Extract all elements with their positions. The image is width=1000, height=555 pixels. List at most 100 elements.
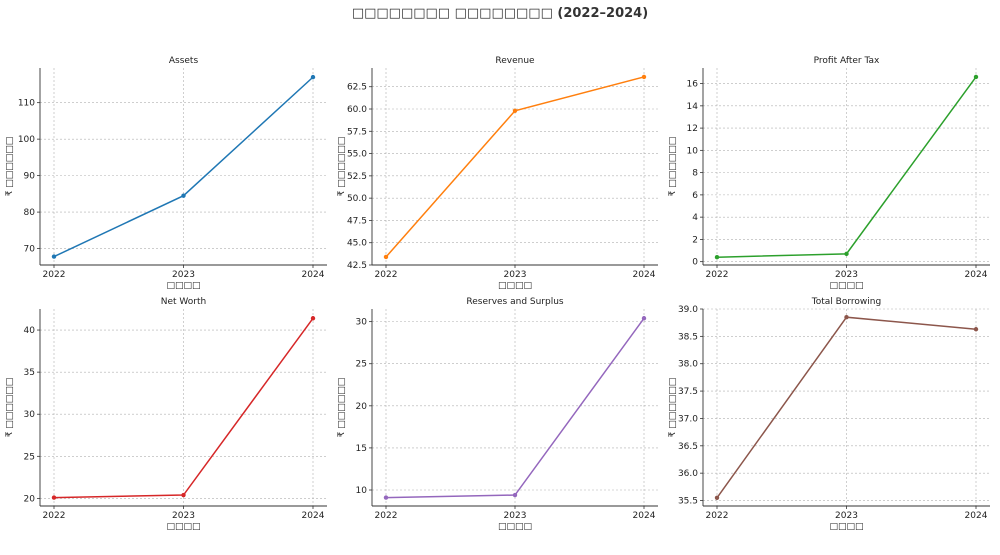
y-tick-label: 55.0 bbox=[347, 150, 367, 160]
x-tick-label: 2024 bbox=[633, 511, 656, 521]
y-tick-label: 16 bbox=[687, 80, 699, 90]
y-tick-label: 42.5 bbox=[347, 261, 367, 271]
y-axis-label: ₹ □□□□□□ bbox=[668, 137, 678, 197]
data-point bbox=[51, 254, 57, 259]
x-tick-label: 2024 bbox=[302, 270, 325, 280]
y-tick-label: 90 bbox=[24, 172, 36, 182]
y-tick-label: 57.5 bbox=[347, 127, 367, 137]
x-tick-label: 2024 bbox=[965, 270, 988, 280]
y-tick-label: 10 bbox=[356, 486, 368, 496]
y-tick-label: 37.5 bbox=[678, 387, 698, 397]
data-point bbox=[714, 255, 720, 260]
data-point bbox=[512, 492, 518, 498]
x-tick-label: 2023 bbox=[172, 270, 195, 280]
y-tick-label: 100 bbox=[18, 135, 35, 145]
chart-panel-4: 20 25 30 35 40 2022 2023 2024 Net Worth □□□□ ₹ □□□… bbox=[5, 297, 327, 532]
chart-title: Net Worth bbox=[161, 297, 206, 307]
y-tick-label: 2 bbox=[692, 235, 698, 245]
y-tick-label: 70 bbox=[24, 245, 36, 255]
y-tick-label: 37.0 bbox=[678, 414, 698, 424]
x-axis-label: □□□□ bbox=[829, 281, 863, 291]
chart-panel-6: 35.5 36.0 36.5 37.0 37.5 38.0 38.5 39.0 2022 2023… bbox=[668, 297, 990, 532]
x-axis-label: □□□□ bbox=[166, 281, 200, 291]
y-tick-label: 40 bbox=[24, 326, 36, 336]
y-axis-label: ₹ □□□□□□ bbox=[5, 378, 15, 438]
y-axis-label: ₹ □□□□□□ bbox=[337, 378, 347, 438]
data-point bbox=[973, 74, 979, 80]
y-tick-label: 36.0 bbox=[678, 469, 698, 479]
x-tick-label: 2023 bbox=[835, 270, 858, 280]
y-tick-label: 38.0 bbox=[678, 360, 698, 370]
y-tick-label: 110 bbox=[18, 99, 35, 109]
y-tick-label: 12 bbox=[687, 124, 698, 134]
x-tick-label: 2024 bbox=[302, 511, 325, 521]
y-tick-label: 6 bbox=[692, 191, 698, 201]
y-tick-label: 38.5 bbox=[678, 332, 698, 342]
data-point bbox=[641, 316, 647, 321]
x-tick-label: 2022 bbox=[706, 270, 729, 280]
y-tick-label: 50.0 bbox=[347, 194, 367, 204]
figure-title: □□□□□□□□ □□□□□□□□ (2022–2024) bbox=[351, 6, 649, 21]
y-axis-label: ₹ □□□□□□ bbox=[5, 137, 15, 197]
data-point bbox=[310, 74, 316, 80]
y-tick-label: 36.5 bbox=[678, 442, 698, 452]
chart-panel-5: 10 15 20 25 30 2022 2023 2024 Reserves and Surpl… bbox=[337, 297, 658, 532]
y-tick-label: 52.5 bbox=[347, 172, 367, 182]
chart-title: Revenue bbox=[495, 56, 535, 66]
x-tick-label: 2023 bbox=[835, 511, 858, 521]
chart-title: Total Borrowing bbox=[811, 297, 881, 307]
data-point bbox=[51, 495, 57, 500]
chart-panel-3: 0 2 4 6 8 10 12 14 16 2022 2023 2024 Profit After Ta… bbox=[668, 56, 990, 291]
y-tick-label: 20 bbox=[24, 494, 36, 504]
y-tick-label: 30 bbox=[24, 410, 36, 420]
data-point bbox=[512, 108, 518, 113]
data-point bbox=[844, 251, 849, 257]
y-tick-label: 30 bbox=[356, 318, 368, 328]
y-tick-label: 25 bbox=[24, 452, 35, 462]
x-axis-label: □□□□ bbox=[166, 522, 200, 532]
y-tick-label: 8 bbox=[692, 169, 698, 179]
y-tick-label: 14 bbox=[687, 102, 699, 112]
y-axis-label: ₹ □□□□□□ bbox=[668, 378, 678, 438]
x-tick-label: 2022 bbox=[43, 270, 66, 280]
data-point bbox=[383, 254, 389, 260]
x-tick-label: 2023 bbox=[504, 270, 527, 280]
y-tick-label: 0 bbox=[692, 258, 698, 268]
y-tick-label: 62.5 bbox=[347, 83, 367, 93]
x-tick-label: 2022 bbox=[375, 270, 398, 280]
data-point bbox=[844, 315, 849, 320]
y-axis-label: ₹ □□□□□□ bbox=[337, 137, 347, 197]
y-tick-label: 25 bbox=[356, 360, 367, 370]
x-tick-label: 2022 bbox=[43, 511, 66, 521]
data-point bbox=[181, 193, 186, 198]
x-tick-label: 2023 bbox=[504, 511, 527, 521]
y-tick-label: 80 bbox=[24, 208, 36, 218]
chart-title: Profit After Tax bbox=[814, 56, 880, 66]
chart-panel-2: 42.5 45.0 47.5 50.0 52.5 55.0 57.5 60.0 62.5 2022… bbox=[337, 56, 658, 291]
x-axis-label: □□□□ bbox=[829, 522, 863, 532]
data-point bbox=[714, 495, 720, 500]
data-point bbox=[383, 495, 389, 500]
y-tick-label: 39.0 bbox=[678, 305, 698, 315]
x-tick-label: 2022 bbox=[706, 511, 729, 521]
x-axis-label: □□□□ bbox=[498, 281, 532, 291]
y-tick-label: 47.5 bbox=[347, 216, 367, 226]
x-axis-label: □□□□ bbox=[498, 522, 532, 532]
data-point bbox=[181, 492, 186, 498]
y-tick-label: 35 bbox=[24, 368, 35, 378]
chart-panel-1: 70 80 90 100 110 2022 2023 2024 Assets □□□□ ₹ □□□□… bbox=[5, 56, 327, 291]
y-tick-label: 10 bbox=[687, 146, 699, 156]
x-tick-label: 2022 bbox=[375, 511, 398, 521]
data-point bbox=[310, 316, 316, 321]
y-tick-label: 20 bbox=[356, 402, 368, 412]
chart-title: Assets bbox=[169, 56, 199, 66]
x-tick-label: 2024 bbox=[633, 270, 656, 280]
chart-title: Reserves and Surplus bbox=[466, 297, 564, 307]
series-line bbox=[716, 76, 977, 258]
x-tick-label: 2024 bbox=[965, 511, 988, 521]
y-tick-label: 4 bbox=[692, 213, 698, 223]
data-point bbox=[641, 74, 647, 80]
y-tick-label: 15 bbox=[356, 444, 367, 454]
y-tick-label: 35.5 bbox=[678, 497, 698, 507]
